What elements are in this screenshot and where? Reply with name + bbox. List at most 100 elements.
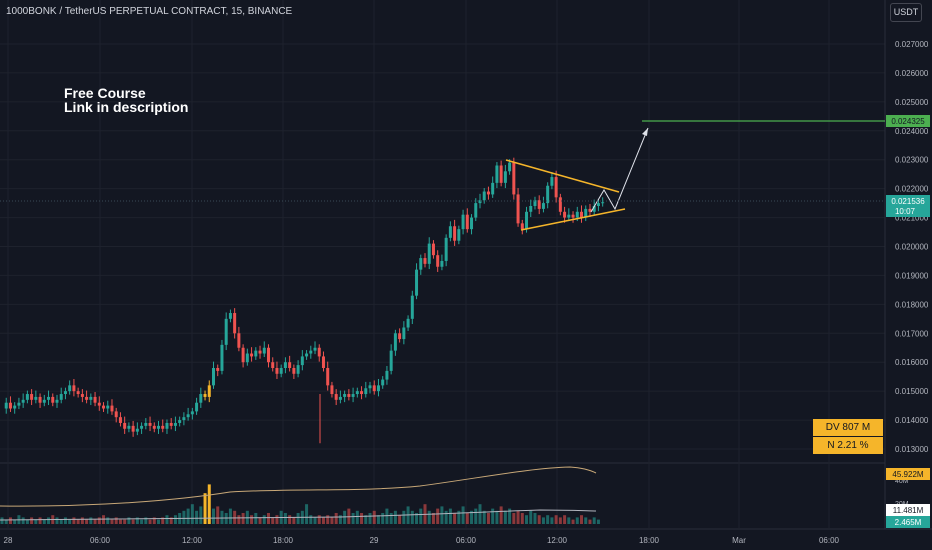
candle-body <box>228 313 232 319</box>
price-tick-label: 0.027000 <box>895 40 929 49</box>
countdown-label: 10:07 <box>895 207 916 216</box>
volume-bar <box>512 513 516 524</box>
volume-bar <box>415 513 419 524</box>
candle-body <box>571 214 575 218</box>
candle-body <box>21 399 25 403</box>
candle-body <box>271 362 275 368</box>
currency-button[interactable]: USDT <box>890 3 922 22</box>
candle-body <box>178 420 182 423</box>
volume-bar <box>283 513 287 524</box>
volume-bar <box>8 517 12 524</box>
volume-bar <box>398 515 402 524</box>
volume-bar <box>97 517 101 524</box>
candle-body <box>385 370 389 380</box>
volume-bar <box>427 510 431 524</box>
volume-bar <box>233 510 237 524</box>
candle-body <box>546 185 550 204</box>
candle-body <box>368 385 372 389</box>
candle-body <box>34 396 38 400</box>
candle-body <box>148 422 152 426</box>
candle-body <box>520 223 524 230</box>
price-tick-label: 0.025000 <box>895 98 929 107</box>
volume-bar <box>85 519 89 524</box>
candle-body <box>38 396 42 403</box>
candle-body <box>470 217 474 230</box>
candle-body <box>59 394 63 400</box>
price-axis[interactable]: 0.027000 0.026000 0.025000 0.024000 0.023000… <box>895 40 929 454</box>
volume-avg-line <box>0 509 597 521</box>
price-tick-label: 0.015000 <box>895 387 929 396</box>
time-axis[interactable]: 28 06:00 12:00 18:00 29 06:00 12:00 18:00 Mar 06:… <box>4 536 840 545</box>
volume-bar <box>321 517 325 524</box>
candle-body <box>508 162 512 172</box>
candle-body <box>4 402 8 409</box>
volume-bar <box>34 519 38 524</box>
volume-bar <box>385 508 389 524</box>
candle-body <box>237 333 241 348</box>
volume-bar <box>376 515 380 524</box>
candle-body <box>461 214 465 230</box>
triangle-upper-trendline <box>505 159 620 193</box>
candle-body <box>313 347 317 351</box>
volume-bar <box>402 510 406 524</box>
candle-body <box>402 327 406 340</box>
candle-body <box>423 258 427 264</box>
volume-bar <box>220 510 224 524</box>
volume-bar <box>567 517 571 524</box>
n-box: N 2.21 % <box>813 437 883 454</box>
volume-bar <box>529 510 533 524</box>
candle-body <box>118 417 122 423</box>
candle-body <box>558 197 562 212</box>
volume-bar <box>266 513 270 524</box>
candle-body <box>275 368 279 374</box>
candlestick-series <box>4 157 605 444</box>
candle-body <box>351 394 355 397</box>
volume-bar <box>372 510 376 524</box>
candle-body <box>241 347 245 363</box>
candle-body <box>17 402 21 406</box>
target-price-badge <box>886 115 930 127</box>
volume-bar <box>0 517 4 524</box>
candle-body <box>596 203 600 206</box>
candle-body <box>279 368 283 374</box>
candle-body <box>157 425 161 429</box>
volume-bar <box>161 517 165 524</box>
volume-bar <box>55 517 59 524</box>
candle-body <box>381 379 385 386</box>
candle-body <box>326 368 330 386</box>
candle-body <box>317 347 321 357</box>
candle-body <box>245 353 249 363</box>
volume-bar <box>114 517 118 524</box>
candle-body <box>127 425 131 429</box>
volume-bar <box>148 519 152 524</box>
volume-bar <box>326 515 330 524</box>
candle-body <box>85 396 89 400</box>
candle-body <box>296 365 300 374</box>
volume-bar <box>199 506 203 524</box>
price-tick-label: 0.026000 <box>895 69 929 78</box>
candle-body <box>440 260 444 267</box>
target-price-label: 0.024325 <box>891 117 925 126</box>
volume-bar <box>30 517 34 524</box>
volume-badge <box>886 504 930 516</box>
volume-bar <box>448 508 452 524</box>
volume-bar <box>516 510 520 524</box>
candle-body <box>321 356 325 368</box>
candle-body <box>114 411 118 418</box>
candle-body <box>601 202 605 204</box>
volume-bar <box>436 508 440 524</box>
candle-body <box>233 313 237 334</box>
arrow-head-icon <box>642 128 648 136</box>
price-tick-label: 0.018000 <box>895 300 929 309</box>
volume-bar <box>288 515 292 524</box>
candle-body <box>419 258 423 270</box>
volume-bar <box>123 519 127 524</box>
volume-bar <box>186 508 190 524</box>
candle-body <box>389 350 393 371</box>
volume-bar <box>59 519 63 524</box>
candle-body <box>567 214 571 218</box>
candle-body <box>123 422 127 429</box>
candle-body <box>563 211 567 218</box>
candle-body <box>580 211 584 218</box>
